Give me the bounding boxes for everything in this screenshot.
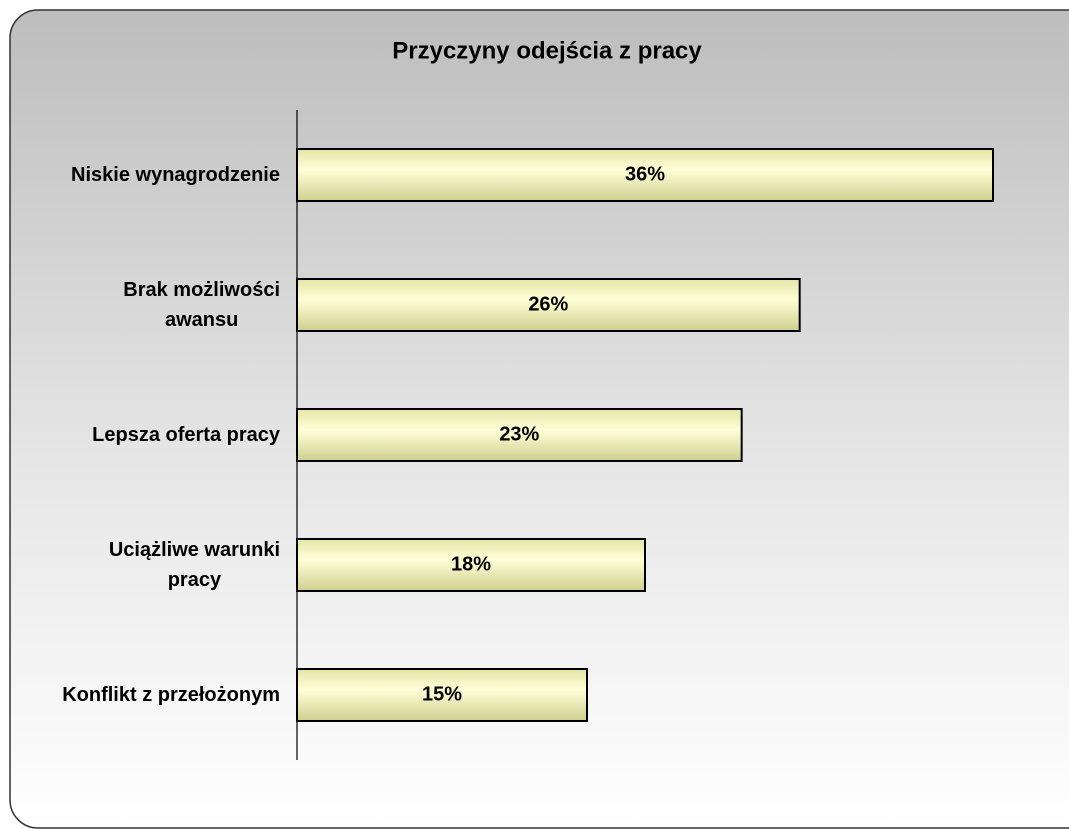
category-label: Niskie wynagrodzenie: [71, 164, 280, 186]
category-label: Uciążliwe warunki pracy: [108, 539, 280, 591]
category-label: Lepsza oferta pracy: [92, 424, 280, 446]
bar: [296, 668, 588, 722]
bar: [296, 538, 646, 592]
value-label: 23%: [499, 423, 539, 445]
bar: [296, 148, 994, 202]
category-label: Brak możliwości awansu: [123, 279, 280, 331]
value-label: 26%: [528, 293, 568, 315]
value-label: 36%: [625, 163, 665, 185]
value-label: 18%: [451, 553, 491, 575]
bar: [296, 408, 743, 462]
bar: [296, 278, 801, 332]
category-label: Konflikt z przełożonym: [62, 684, 280, 706]
value-label: 15%: [422, 683, 462, 705]
chart-title: Przyczyny odejścia z pracy: [392, 37, 702, 64]
